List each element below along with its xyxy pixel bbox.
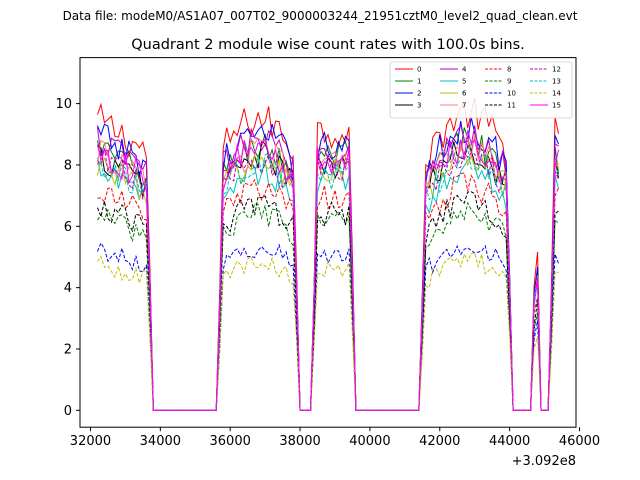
x-tick-label: 36000 <box>210 434 251 449</box>
legend-label-13: 13 <box>552 78 561 86</box>
legend-label-15: 15 <box>552 102 561 110</box>
legend-label-0: 0 <box>417 66 421 74</box>
x-offset-label: +3.092e8 <box>512 454 576 469</box>
legend-label-6: 6 <box>462 90 467 98</box>
x-tick-label: 34000 <box>140 434 181 449</box>
chart-title: Quadrant 2 module wise count rates with … <box>131 37 525 53</box>
x-tick-label: 38000 <box>279 434 320 449</box>
y-tick-label: 4 <box>64 281 72 296</box>
legend-label-9: 9 <box>507 78 511 86</box>
y-tick-label: 8 <box>64 158 72 173</box>
y-tick-label: 10 <box>55 97 72 112</box>
legend-label-14: 14 <box>552 90 561 98</box>
legend-label-2: 2 <box>417 90 421 98</box>
legend-label-5: 5 <box>462 78 466 86</box>
legend-label-4: 4 <box>462 66 467 74</box>
x-tick-label: 46000 <box>559 434 600 449</box>
series-group <box>96 97 560 411</box>
y-tick-label: 6 <box>64 220 72 235</box>
series-line-15 <box>96 129 560 411</box>
legend-box <box>389 61 573 119</box>
axes-frame <box>79 57 577 428</box>
series-line-12 <box>97 148 560 411</box>
x-tick-label: 42000 <box>419 434 460 449</box>
legend-label-12: 12 <box>552 66 561 74</box>
legend-label-1: 1 <box>417 78 421 86</box>
legend-label-10: 10 <box>507 90 516 98</box>
legend-label-7: 7 <box>462 102 466 110</box>
x-tick-label: 32000 <box>70 434 111 449</box>
suptitle: Data file: modeM0/AS1A07_007T02_90000032… <box>63 9 578 23</box>
legend-label-3: 3 <box>417 102 421 110</box>
y-tick-label: 2 <box>64 342 72 357</box>
legend-label-8: 8 <box>507 66 511 74</box>
y-axis: 0 2 4 6 8 10 <box>55 97 80 419</box>
x-axis: 32000 34000 36000 38000 40000 42000 44000 46000 <box>70 427 600 449</box>
legend-label-11: 11 <box>507 102 516 110</box>
x-tick-label: 40000 <box>349 434 390 449</box>
x-tick-label: 44000 <box>489 434 530 449</box>
y-tick-label: 0 <box>64 404 72 419</box>
